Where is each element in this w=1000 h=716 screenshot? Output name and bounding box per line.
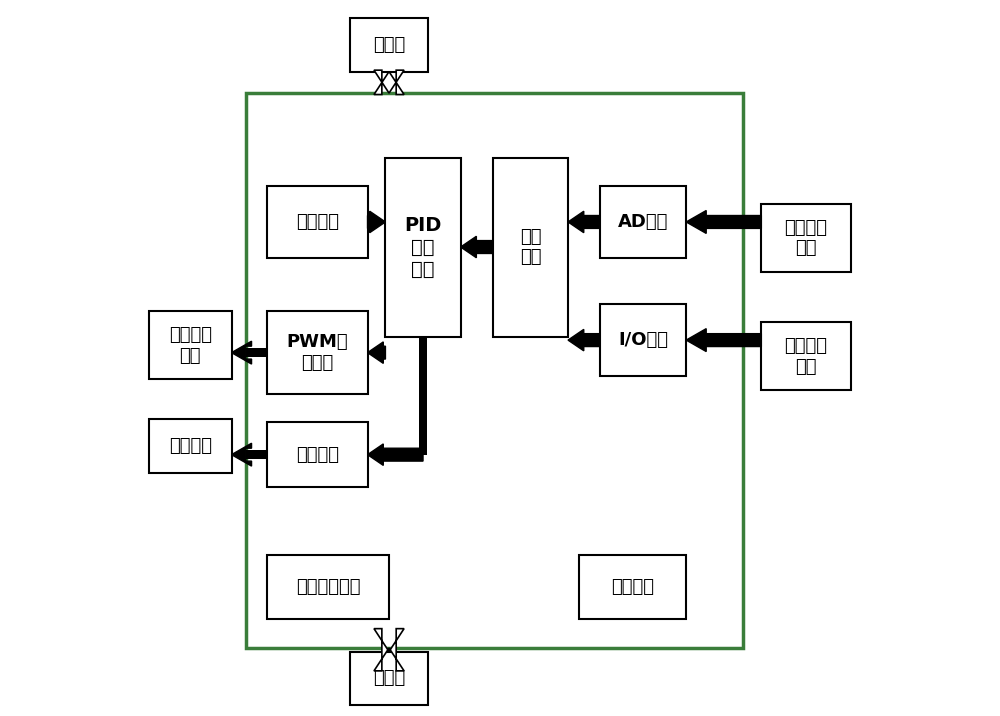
Polygon shape xyxy=(368,211,385,233)
Bar xyxy=(493,158,568,337)
Text: PWM输
出单元: PWM输 出单元 xyxy=(287,333,348,372)
Polygon shape xyxy=(568,211,600,233)
Bar xyxy=(743,336,761,344)
Bar xyxy=(350,18,428,72)
Bar xyxy=(761,322,851,390)
Bar xyxy=(419,337,427,455)
Bar xyxy=(149,419,232,473)
Polygon shape xyxy=(461,236,493,258)
Bar xyxy=(246,348,267,357)
Text: 时钟单元: 时钟单元 xyxy=(611,578,654,596)
Bar xyxy=(350,652,428,705)
Polygon shape xyxy=(568,329,600,351)
Text: 控制单元: 控制单元 xyxy=(296,445,339,464)
Text: 存储器: 存储器 xyxy=(373,669,405,687)
Polygon shape xyxy=(374,629,404,671)
Text: 数字反馈
信号: 数字反馈 信号 xyxy=(785,337,828,376)
Bar xyxy=(600,304,686,376)
Polygon shape xyxy=(374,70,404,95)
Text: 压电陶瓷: 压电陶瓷 xyxy=(169,437,212,455)
Text: 上位机: 上位机 xyxy=(373,36,405,54)
Text: AD单元: AD单元 xyxy=(618,213,668,231)
Text: PID
求解
单元: PID 求解 单元 xyxy=(404,216,442,279)
Text: 数据读写单元: 数据读写单元 xyxy=(296,578,360,596)
Text: 滤波
单元: 滤波 单元 xyxy=(520,228,541,266)
Bar xyxy=(267,311,368,394)
Bar xyxy=(267,422,368,487)
Text: 模拟反馈
信号: 模拟反馈 信号 xyxy=(785,218,828,258)
Bar xyxy=(761,204,851,272)
Text: 通信单元: 通信单元 xyxy=(296,213,339,231)
Polygon shape xyxy=(686,329,761,352)
Text: I/O单元: I/O单元 xyxy=(618,331,668,349)
Text: 直流无刷
电机: 直流无刷 电机 xyxy=(169,326,212,365)
Bar xyxy=(149,311,232,379)
Bar xyxy=(579,555,686,619)
Polygon shape xyxy=(368,342,385,363)
Bar xyxy=(267,555,389,619)
Polygon shape xyxy=(368,444,423,465)
Bar xyxy=(600,186,686,258)
Bar xyxy=(743,218,761,226)
Bar xyxy=(246,93,743,648)
Bar xyxy=(385,158,461,337)
Bar xyxy=(267,186,368,258)
Bar xyxy=(246,450,267,459)
Polygon shape xyxy=(232,443,252,466)
Polygon shape xyxy=(686,211,761,233)
Polygon shape xyxy=(232,341,252,364)
